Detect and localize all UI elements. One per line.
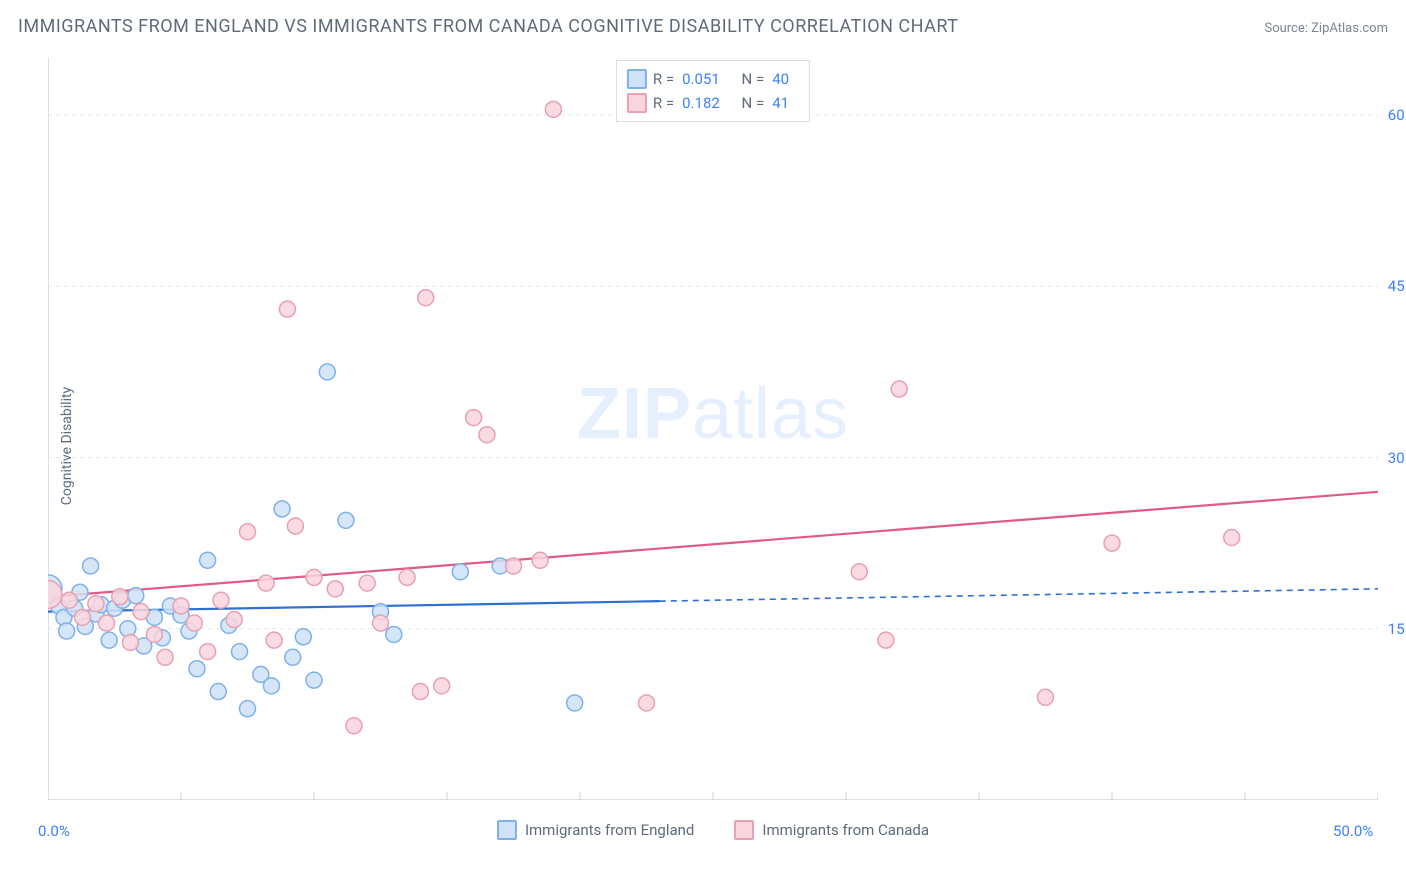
series-label-england: Immigrants from England <box>525 821 694 839</box>
legend-item-canada: Immigrants from Canada <box>734 820 929 840</box>
source-label: Source: ZipAtlas.com <box>1264 21 1388 36</box>
swatch-canada <box>627 93 647 113</box>
r-label: R = <box>653 91 674 115</box>
y-tick-label: 60.0% <box>1388 106 1406 124</box>
y-tick-label: 15.0% <box>1388 620 1406 638</box>
plot-area: ZIPatlas R = 0.051 N = 40 R = 0.182 N = … <box>48 58 1378 800</box>
series-label-canada: Immigrants from Canada <box>762 821 929 839</box>
r-label: R = <box>653 67 674 91</box>
n-value-canada: 41 <box>772 91 789 115</box>
n-label: N = <box>742 91 765 115</box>
x-tick-label: 50.0% <box>1333 822 1373 840</box>
title-bar: IMMIGRANTS FROM ENGLAND VS IMMIGRANTS FR… <box>18 16 1388 37</box>
scatter-plot-svg <box>48 58 1378 800</box>
x-tick-label: 0.0% <box>38 822 70 840</box>
n-value-england: 40 <box>772 67 789 91</box>
swatch-england <box>627 69 647 89</box>
legend-item-england: Immigrants from England <box>497 820 694 840</box>
y-tick-label: 45.0% <box>1388 277 1406 295</box>
legend-row-canada: R = 0.182 N = 41 <box>627 91 795 115</box>
r-value-england: 0.051 <box>682 67 720 91</box>
legend-correlation: R = 0.051 N = 40 R = 0.182 N = 41 <box>616 60 810 122</box>
chart-title: IMMIGRANTS FROM ENGLAND VS IMMIGRANTS FR… <box>18 16 958 37</box>
swatch-england-icon <box>497 820 517 840</box>
r-value-canada: 0.182 <box>682 91 720 115</box>
legend-series: Immigrants from England Immigrants from … <box>48 820 1378 840</box>
n-label: N = <box>742 67 765 91</box>
y-tick-label: 30.0% <box>1388 449 1406 467</box>
swatch-canada-icon <box>734 820 754 840</box>
chart-container: IMMIGRANTS FROM ENGLAND VS IMMIGRANTS FR… <box>0 0 1406 892</box>
legend-row-england: R = 0.051 N = 40 <box>627 67 795 91</box>
